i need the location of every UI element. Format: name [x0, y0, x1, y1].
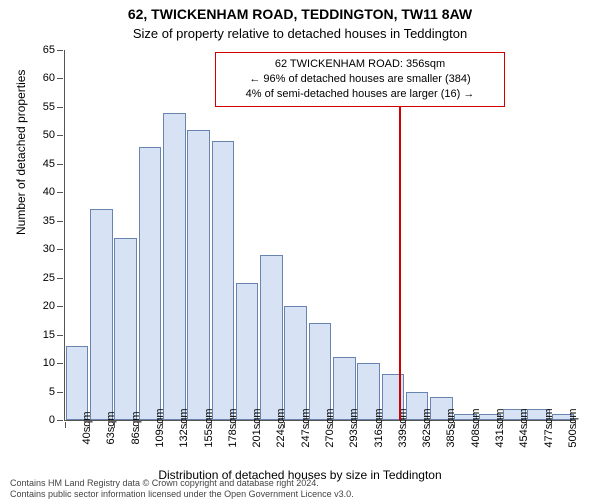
x-tick	[575, 422, 576, 428]
y-tick	[57, 363, 63, 364]
x-tick	[332, 422, 333, 428]
y-tick-label: 30	[43, 243, 55, 255]
annotation-box: 62 TWICKENHAM ROAD: 356sqm← 96% of detac…	[215, 52, 505, 107]
plot-area: 0510152025303540455055606540sqm63sqm86sq…	[64, 50, 575, 421]
x-tick	[259, 422, 260, 428]
chart-title: 62, TWICKENHAM ROAD, TEDDINGTON, TW11 8A…	[0, 6, 600, 22]
chart-container: 62, TWICKENHAM ROAD, TEDDINGTON, TW11 8A…	[0, 0, 600, 500]
x-tick	[138, 422, 139, 428]
y-tick-label: 55	[43, 101, 55, 113]
x-tick	[526, 422, 527, 428]
x-tick-label: 500sqm	[567, 408, 579, 447]
y-tick	[57, 164, 63, 165]
x-tick	[235, 422, 236, 428]
histogram-bar	[236, 283, 259, 420]
y-tick-label: 60	[43, 72, 55, 84]
y-axis-title: Number of detached properties	[14, 70, 28, 235]
histogram-bar	[187, 130, 210, 420]
y-tick-label: 5	[49, 386, 55, 398]
y-tick	[57, 221, 63, 222]
y-tick	[57, 420, 63, 421]
x-tick	[65, 422, 66, 428]
histogram-bar	[309, 323, 332, 420]
annotation-line-1: 62 TWICKENHAM ROAD: 356sqm	[222, 57, 498, 72]
annotation-line-2: ← 96% of detached houses are smaller (38…	[222, 72, 498, 87]
y-tick	[57, 50, 63, 51]
y-tick-label: 0	[49, 414, 55, 426]
y-tick-label: 35	[43, 215, 55, 227]
x-tick	[454, 422, 455, 428]
footer-line-1: Contains HM Land Registry data © Crown c…	[10, 478, 319, 488]
y-tick-label: 25	[43, 272, 55, 284]
histogram-bar	[260, 255, 283, 420]
histogram-bar	[163, 113, 186, 420]
x-tick	[478, 422, 479, 428]
x-tick	[356, 422, 357, 428]
x-tick	[429, 422, 430, 428]
footer-line-2: Contains public sector information licen…	[10, 489, 354, 499]
histogram-bar	[66, 346, 89, 420]
x-tick	[162, 422, 163, 428]
x-tick	[114, 422, 115, 428]
y-tick	[57, 78, 63, 79]
y-tick	[57, 135, 63, 136]
x-tick	[381, 422, 382, 428]
annotation-line-3: 4% of semi-detached houses are larger (1…	[222, 87, 498, 102]
x-tick	[211, 422, 212, 428]
footer-note: Contains HM Land Registry data © Crown c…	[10, 478, 354, 500]
y-tick	[57, 392, 63, 393]
chart-subtitle: Size of property relative to detached ho…	[0, 26, 600, 41]
y-tick	[57, 192, 63, 193]
y-tick	[57, 278, 63, 279]
y-tick	[57, 306, 63, 307]
x-tick	[284, 422, 285, 428]
x-tick	[551, 422, 552, 428]
histogram-bar	[114, 238, 137, 420]
property-marker-line	[399, 102, 401, 420]
y-tick	[57, 335, 63, 336]
y-tick	[57, 107, 63, 108]
y-tick	[57, 249, 63, 250]
y-tick-label: 15	[43, 329, 55, 341]
x-tick	[186, 422, 187, 428]
histogram-bar	[212, 141, 235, 420]
y-tick-label: 10	[43, 357, 55, 369]
histogram-bar	[139, 147, 162, 420]
y-tick-label: 50	[43, 129, 55, 141]
y-tick-label: 45	[43, 158, 55, 170]
x-tick	[502, 422, 503, 428]
y-tick-label: 40	[43, 186, 55, 198]
histogram-bar	[284, 306, 307, 420]
x-tick	[89, 422, 90, 428]
x-tick	[308, 422, 309, 428]
x-tick	[405, 422, 406, 428]
histogram-bar	[90, 209, 113, 420]
y-tick-label: 20	[43, 300, 55, 312]
y-tick-label: 65	[43, 44, 55, 56]
